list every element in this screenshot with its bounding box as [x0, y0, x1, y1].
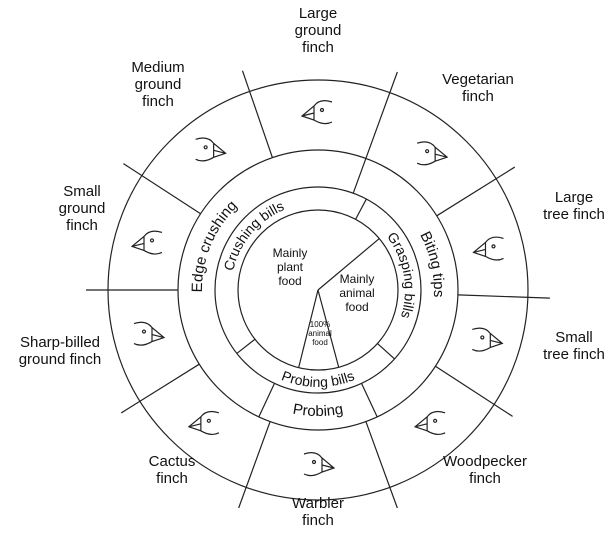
- finch-label: Small: [555, 329, 593, 346]
- finch-label: tree finch: [543, 206, 605, 223]
- beak-outline: [189, 411, 219, 434]
- divider: [259, 383, 275, 417]
- ring-label: Probing: [292, 401, 345, 420]
- beak-eye: [492, 245, 495, 248]
- beak-icon: [189, 411, 219, 434]
- beak-outline: [472, 328, 502, 351]
- center-label: Mainly: [340, 272, 375, 286]
- finch-label: finch: [302, 39, 334, 56]
- spoke: [123, 164, 200, 214]
- beak-outline: [134, 322, 164, 345]
- divider: [353, 158, 366, 193]
- beak-icon: [304, 453, 334, 476]
- finch-label: finch: [142, 93, 174, 110]
- center-label: animal: [308, 329, 332, 338]
- beak-outline: [132, 231, 162, 254]
- ring-label-path: Probing: [292, 401, 345, 420]
- ring-label-path: Probing bills: [280, 367, 357, 390]
- finch-label: tree finch: [543, 346, 605, 363]
- divider: [377, 344, 394, 359]
- beak-eye: [321, 109, 324, 112]
- center-label: food: [312, 338, 328, 347]
- spoke: [458, 295, 550, 298]
- beak-outline: [304, 453, 334, 476]
- finch-label: finch: [462, 88, 494, 105]
- finch-label: Warbler: [292, 495, 344, 512]
- finch-label: Vegetarian: [442, 71, 514, 88]
- finch-label: Large: [555, 189, 593, 206]
- beak-eye: [150, 239, 153, 242]
- beak-icon: [473, 237, 503, 260]
- divider: [237, 339, 255, 353]
- finch-label: Large: [299, 5, 337, 22]
- center-label: plant: [277, 260, 304, 274]
- finch-label: ground: [59, 200, 106, 217]
- finch-label: Sharp-billed: [20, 334, 100, 351]
- finch-label: finch: [469, 470, 501, 487]
- beak-icon: [415, 411, 445, 434]
- beak-eye: [426, 150, 429, 153]
- finch-label: finch: [66, 217, 98, 234]
- beak-icon: [302, 101, 332, 124]
- beak-outline: [302, 101, 332, 124]
- beak-outline: [473, 237, 503, 260]
- ring-label-path: Grasping bills: [384, 229, 418, 320]
- finch-label: finch: [302, 512, 334, 529]
- finch-label: ground: [295, 22, 342, 39]
- finch-label: ground finch: [19, 351, 102, 368]
- beak-eye: [434, 419, 437, 422]
- spoke: [239, 422, 270, 508]
- ring-label: Grasping bills: [384, 229, 418, 320]
- beak-icon: [132, 231, 162, 254]
- spoke: [435, 366, 512, 416]
- beak-eye: [207, 419, 210, 422]
- beak-outline: [417, 142, 447, 165]
- beak-outline: [196, 138, 226, 161]
- finch-label: finch: [156, 470, 188, 487]
- center-label: 100%: [310, 320, 330, 329]
- center-label: Mainly: [273, 246, 308, 260]
- beak-eye: [313, 461, 316, 464]
- spoke: [366, 72, 397, 158]
- beak-outline: [415, 411, 445, 434]
- finch-label: ground: [135, 76, 182, 93]
- center-label: food: [345, 300, 368, 314]
- beak-icon: [134, 322, 164, 345]
- finch-label: Cactus: [149, 453, 196, 470]
- beak-eye: [204, 146, 207, 149]
- beak-eye: [481, 336, 484, 339]
- finch-label: Small: [63, 183, 101, 200]
- beak-eye: [142, 330, 145, 333]
- finch-label: Woodpecker: [443, 453, 527, 470]
- center-label: animal: [339, 286, 374, 300]
- spoke: [366, 422, 397, 508]
- divider: [362, 383, 378, 417]
- center-label: food: [278, 274, 301, 288]
- ring-label: Probing bills: [280, 367, 357, 390]
- spoke: [242, 71, 272, 158]
- beak-icon: [196, 138, 226, 161]
- beak-icon: [472, 328, 502, 351]
- finch-label: Medium: [131, 59, 184, 76]
- beak-icon: [417, 142, 447, 165]
- finch-diagram: LargegroundfinchVegetarianfinchLargetree…: [0, 0, 613, 534]
- divider: [356, 199, 367, 219]
